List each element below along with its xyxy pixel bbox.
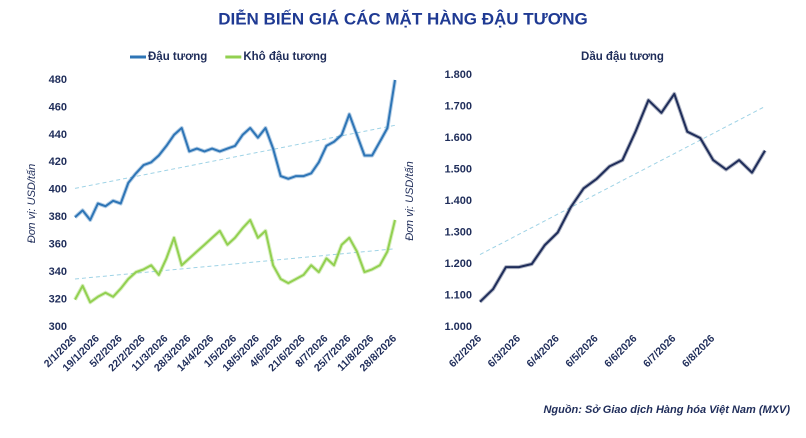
y-tick-label: 1.700 [444, 100, 472, 112]
y-tick-label: 1.200 [444, 258, 472, 270]
y-tick-label: 380 [49, 211, 67, 223]
series-line [479, 92, 766, 303]
series-line [74, 219, 396, 304]
y-tick-label: 480 [49, 74, 67, 86]
y-tick-label: 1.600 [444, 132, 472, 144]
page-title: DIỄN BIẾN GIÁ CÁC MẶT HÀNG ĐẬU TƯƠNG [218, 9, 588, 28]
series-line-outline [478, 91, 767, 304]
y-tick-label: 360 [49, 239, 67, 251]
chart-title: Dầu đậu tương [581, 51, 664, 63]
y-tick-label: 340 [49, 266, 67, 278]
x-tick-label: 6/3/2026 [486, 332, 523, 369]
x-tick-label: 6/4/2026 [524, 332, 561, 369]
x-tick-label: 6/5/2026 [563, 332, 600, 369]
x-tick-label: 6/2/2026 [447, 332, 484, 369]
legend-label: Đậu tương [148, 51, 207, 63]
y-tick-label: 1.000 [444, 321, 472, 333]
x-tick-label: 6/8/2026 [680, 332, 717, 369]
y-tick-label: 420 [49, 156, 67, 168]
trend-line [479, 106, 766, 255]
series-line [74, 79, 396, 221]
legend-label: Khô đậu tương [243, 51, 327, 63]
x-tick-label: 6/7/2026 [641, 332, 678, 369]
source-note: Nguồn: Sở Giao dịch Hàng hóa Việt Nam (M… [543, 404, 790, 416]
trend-line [74, 248, 396, 280]
y-tick-label: 1.800 [444, 69, 472, 81]
y-tick-label: 440 [49, 129, 67, 141]
y-tick-label: 300 [49, 321, 67, 333]
trend-line [74, 124, 396, 189]
y-tick-label: 1.500 [444, 163, 472, 175]
y-axis-label: Đơn vị: USD/tấn [26, 164, 38, 243]
y-tick-label: 1.400 [444, 195, 472, 207]
series-line-outline [73, 218, 397, 305]
y-tick-label: 1.300 [444, 226, 472, 238]
y-tick-label: 400 [49, 184, 67, 196]
y-tick-label: 460 [49, 101, 67, 113]
x-tick-label: 6/6/2026 [602, 332, 639, 369]
y-tick-label: 320 [49, 293, 67, 305]
y-tick-label: 1.100 [444, 289, 472, 301]
y-axis-label: Đơn vị: USD/tấn [404, 161, 416, 240]
